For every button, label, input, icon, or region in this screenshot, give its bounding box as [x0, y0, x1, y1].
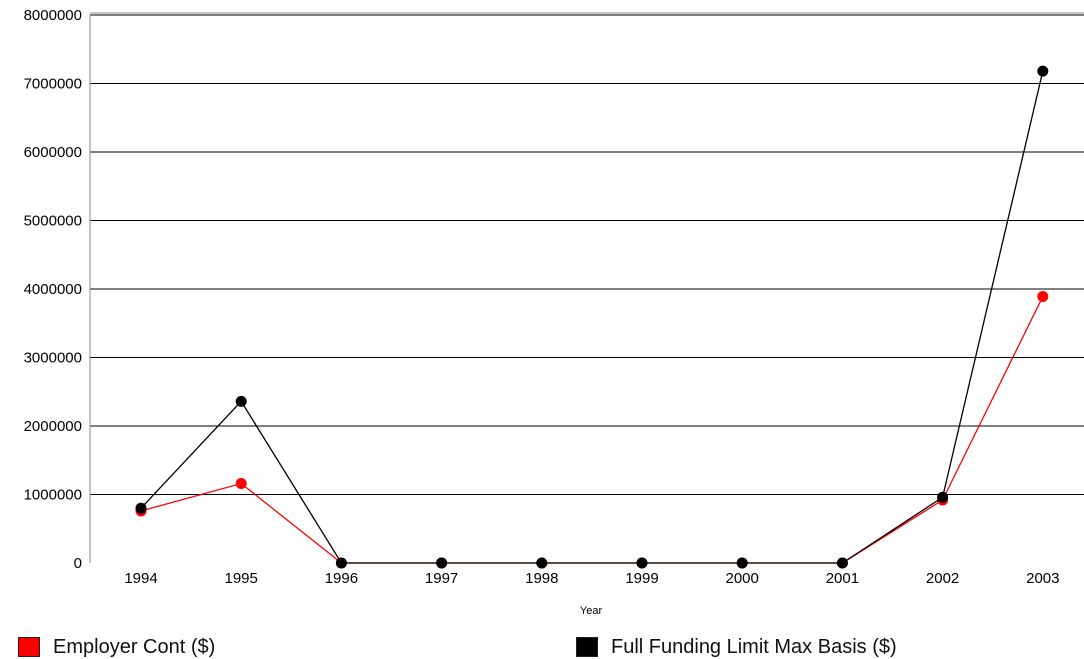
y-tick-label: 3000000	[24, 350, 82, 367]
y-tick-label: 6000000	[24, 144, 82, 161]
legend: Employer Cont ($) Full Funding Limit Max…	[0, 626, 1084, 659]
y-tick-label: 5000000	[24, 213, 82, 230]
data-point	[937, 491, 949, 503]
x-tick-label: 1997	[425, 570, 458, 587]
x-tick-label: 1998	[525, 570, 558, 587]
data-point	[235, 478, 247, 490]
y-tick-label: 8000000	[24, 7, 82, 24]
data-point	[1037, 291, 1049, 303]
x-tick-label: 1999	[625, 570, 658, 587]
x-tick-label: 2003	[1026, 570, 1059, 587]
legend-item-full-funding-limit: Full Funding Limit Max Basis ($)	[576, 636, 897, 658]
data-point	[335, 557, 347, 569]
data-point	[736, 557, 748, 569]
y-tick-label: 2000000	[24, 418, 82, 435]
series-full-funding-limit	[135, 65, 1049, 569]
series-employer-cont	[135, 291, 1049, 569]
data-point	[436, 557, 448, 569]
x-tick-label: 2001	[826, 570, 859, 587]
data-point	[836, 557, 848, 569]
legend-label: Employer Cont ($)	[53, 635, 216, 658]
x-tick-label: 2002	[926, 570, 959, 587]
y-tick-label: 7000000	[24, 76, 82, 93]
series-line	[140, 71, 1044, 564]
legend-swatch-red	[18, 637, 40, 657]
legend-label: Full Funding Limit Max Basis ($)	[611, 635, 897, 658]
x-tick-label: 1996	[325, 570, 358, 587]
y-tick-label: 4000000	[24, 281, 82, 298]
gridlines	[90, 12, 1084, 495]
series-lines	[135, 65, 1049, 569]
x-axis-title: Year	[580, 605, 603, 617]
y-tick-label: 1000000	[24, 487, 82, 504]
chart-plot: 0 1000000 2000000 3000000 4000000 5000000 6000…	[24, 7, 1084, 617]
legend-swatch-black	[576, 637, 598, 657]
data-point	[235, 395, 247, 407]
x-tick-label: 1994	[124, 570, 157, 587]
y-tick-label: 0	[74, 555, 82, 572]
series-line	[140, 296, 1044, 564]
data-point	[636, 557, 648, 569]
x-tick-label: 2000	[726, 570, 759, 587]
data-point	[536, 557, 548, 569]
data-point	[135, 502, 147, 514]
data-point	[1037, 65, 1049, 77]
x-tick-label: 1995	[225, 570, 258, 587]
tick-labels: 0 1000000 2000000 3000000 4000000 5000000 6000…	[24, 7, 1060, 587]
legend-item-employer-cont: Employer Cont ($)	[18, 636, 215, 658]
